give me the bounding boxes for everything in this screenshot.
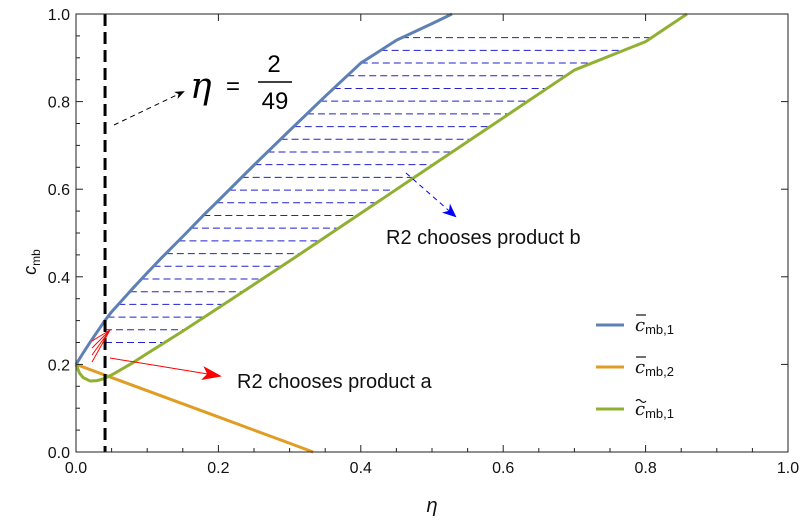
annotation-product-b: R2 chooses product b <box>386 227 581 249</box>
legend-entry-cbar-mb1: cmb,1 <box>596 314 674 337</box>
hatch-region <box>105 37 652 343</box>
svg-text:cmb,1: cmb,1 <box>635 315 674 337</box>
legend-label-sub: mb,1 <box>645 406 674 421</box>
svg-text:cmb,2: cmb,2 <box>635 357 674 379</box>
legend-label-base: c <box>635 315 645 336</box>
product-a-pointer-lines <box>91 329 111 363</box>
x-tick-label-4: 0.8 <box>634 460 656 477</box>
y-tick-label-4: 0.8 <box>48 95 70 112</box>
legend-label-sub: mb,2 <box>645 364 674 379</box>
fraction-numerator: 2 <box>267 51 280 78</box>
y-tick-label-0: 0.0 <box>48 445 70 462</box>
x-tick-label-1: 0.2 <box>207 460 229 477</box>
y-tick-label-3: 0.6 <box>48 182 70 199</box>
eta-equation-annotation: η = 2 49 <box>190 51 292 115</box>
y-axis-label-sub: mb <box>29 249 43 266</box>
legend-label-base: c <box>635 399 645 420</box>
y-axis-label: cmb <box>20 249 43 275</box>
series-layer <box>74 12 688 454</box>
x-tick-label-3: 0.6 <box>492 460 514 477</box>
series-line-1 <box>75 362 314 454</box>
annotation-product-a: R2 chooses product a <box>237 371 432 393</box>
svg-text:cmb,1: cmb,1 <box>635 399 674 421</box>
legend-entry-cbar-mb2: cmb,2 <box>596 356 674 379</box>
legend-entry-ctilde-mb1: cmb,1 <box>596 398 674 421</box>
x-tick-label-2: 0.4 <box>350 460 372 477</box>
y-tick-label-2: 0.4 <box>48 270 70 287</box>
equation-arrow <box>113 91 185 126</box>
legend-tilde-accent <box>635 398 647 404</box>
x-tick-label-0: 0.0 <box>65 460 87 477</box>
product-a-arrow <box>109 357 222 381</box>
equals-sign: = <box>226 73 240 100</box>
series-line-0 <box>74 12 453 366</box>
y-axis-label-base: c <box>20 266 40 275</box>
x-tick-label-5: 1.0 <box>777 460 799 477</box>
y-tick-label-1: 0.2 <box>48 357 70 374</box>
series-line-2 <box>74 12 688 383</box>
fraction-denominator: 49 <box>262 88 289 115</box>
legend-label-base: c <box>635 357 645 378</box>
eta-symbol: η <box>190 66 212 107</box>
legend-label-sub: mb,1 <box>645 322 674 337</box>
x-axis-label: η <box>426 495 437 517</box>
axis-ticks: 0.0 0.2 0.4 0.6 0.8 1.0 0.0 0.2 0.4 0.6 0.8 1.0 <box>48 7 799 477</box>
product-b-arrow <box>405 172 457 218</box>
legend: cmb,1 cmb,2 cmb,1 <box>596 314 674 421</box>
y-tick-label-5: 1.0 <box>48 7 70 24</box>
